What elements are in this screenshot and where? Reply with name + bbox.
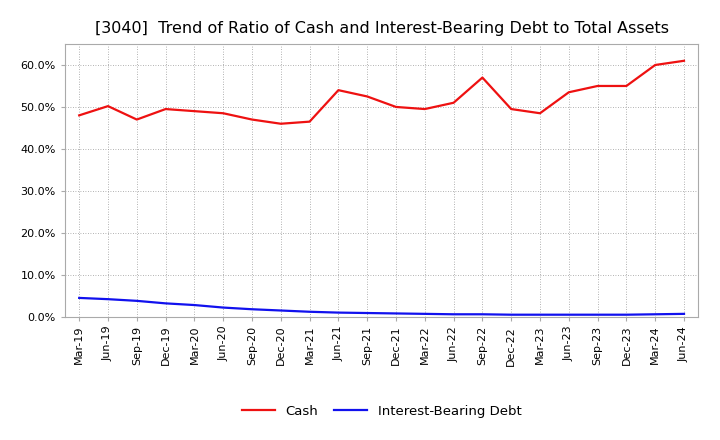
Cash (536, 110, 544, 116)
Cash (507, 106, 516, 112)
Interest-Bearing Debt (449, 312, 458, 317)
Cash (420, 106, 429, 112)
Interest-Bearing Debt (190, 302, 199, 308)
Cash (680, 58, 688, 63)
Interest-Bearing Debt (593, 312, 602, 317)
Cash (75, 113, 84, 118)
Cash (334, 88, 343, 93)
Interest-Bearing Debt (75, 295, 84, 301)
Cash (622, 83, 631, 88)
Cash (190, 109, 199, 114)
Interest-Bearing Debt (651, 312, 660, 317)
Legend: Cash, Interest-Bearing Debt: Cash, Interest-Bearing Debt (242, 405, 521, 418)
Interest-Bearing Debt (622, 312, 631, 317)
Interest-Bearing Debt (392, 311, 400, 316)
Cash (132, 117, 141, 122)
Cash (219, 110, 228, 116)
Cash (564, 90, 573, 95)
Cash (593, 83, 602, 88)
Cash (104, 103, 112, 109)
Interest-Bearing Debt (536, 312, 544, 317)
Interest-Bearing Debt (305, 309, 314, 315)
Cash (478, 75, 487, 80)
Interest-Bearing Debt (420, 311, 429, 316)
Cash (161, 106, 170, 112)
Interest-Bearing Debt (161, 301, 170, 306)
Cash (248, 117, 256, 122)
Interest-Bearing Debt (478, 312, 487, 317)
Interest-Bearing Debt (219, 305, 228, 310)
Interest-Bearing Debt (564, 312, 573, 317)
Interest-Bearing Debt (334, 310, 343, 315)
Cash (276, 121, 285, 126)
Cash (392, 104, 400, 110)
Line: Cash: Cash (79, 61, 684, 124)
Cash (363, 94, 372, 99)
Interest-Bearing Debt (104, 297, 112, 302)
Interest-Bearing Debt (680, 311, 688, 316)
Interest-Bearing Debt (507, 312, 516, 317)
Title: [3040]  Trend of Ratio of Cash and Interest-Bearing Debt to Total Assets: [3040] Trend of Ratio of Cash and Intere… (94, 21, 669, 36)
Interest-Bearing Debt (363, 310, 372, 315)
Line: Interest-Bearing Debt: Interest-Bearing Debt (79, 298, 684, 315)
Interest-Bearing Debt (132, 298, 141, 304)
Interest-Bearing Debt (276, 308, 285, 313)
Interest-Bearing Debt (248, 307, 256, 312)
Cash (651, 62, 660, 68)
Cash (449, 100, 458, 106)
Cash (305, 119, 314, 124)
